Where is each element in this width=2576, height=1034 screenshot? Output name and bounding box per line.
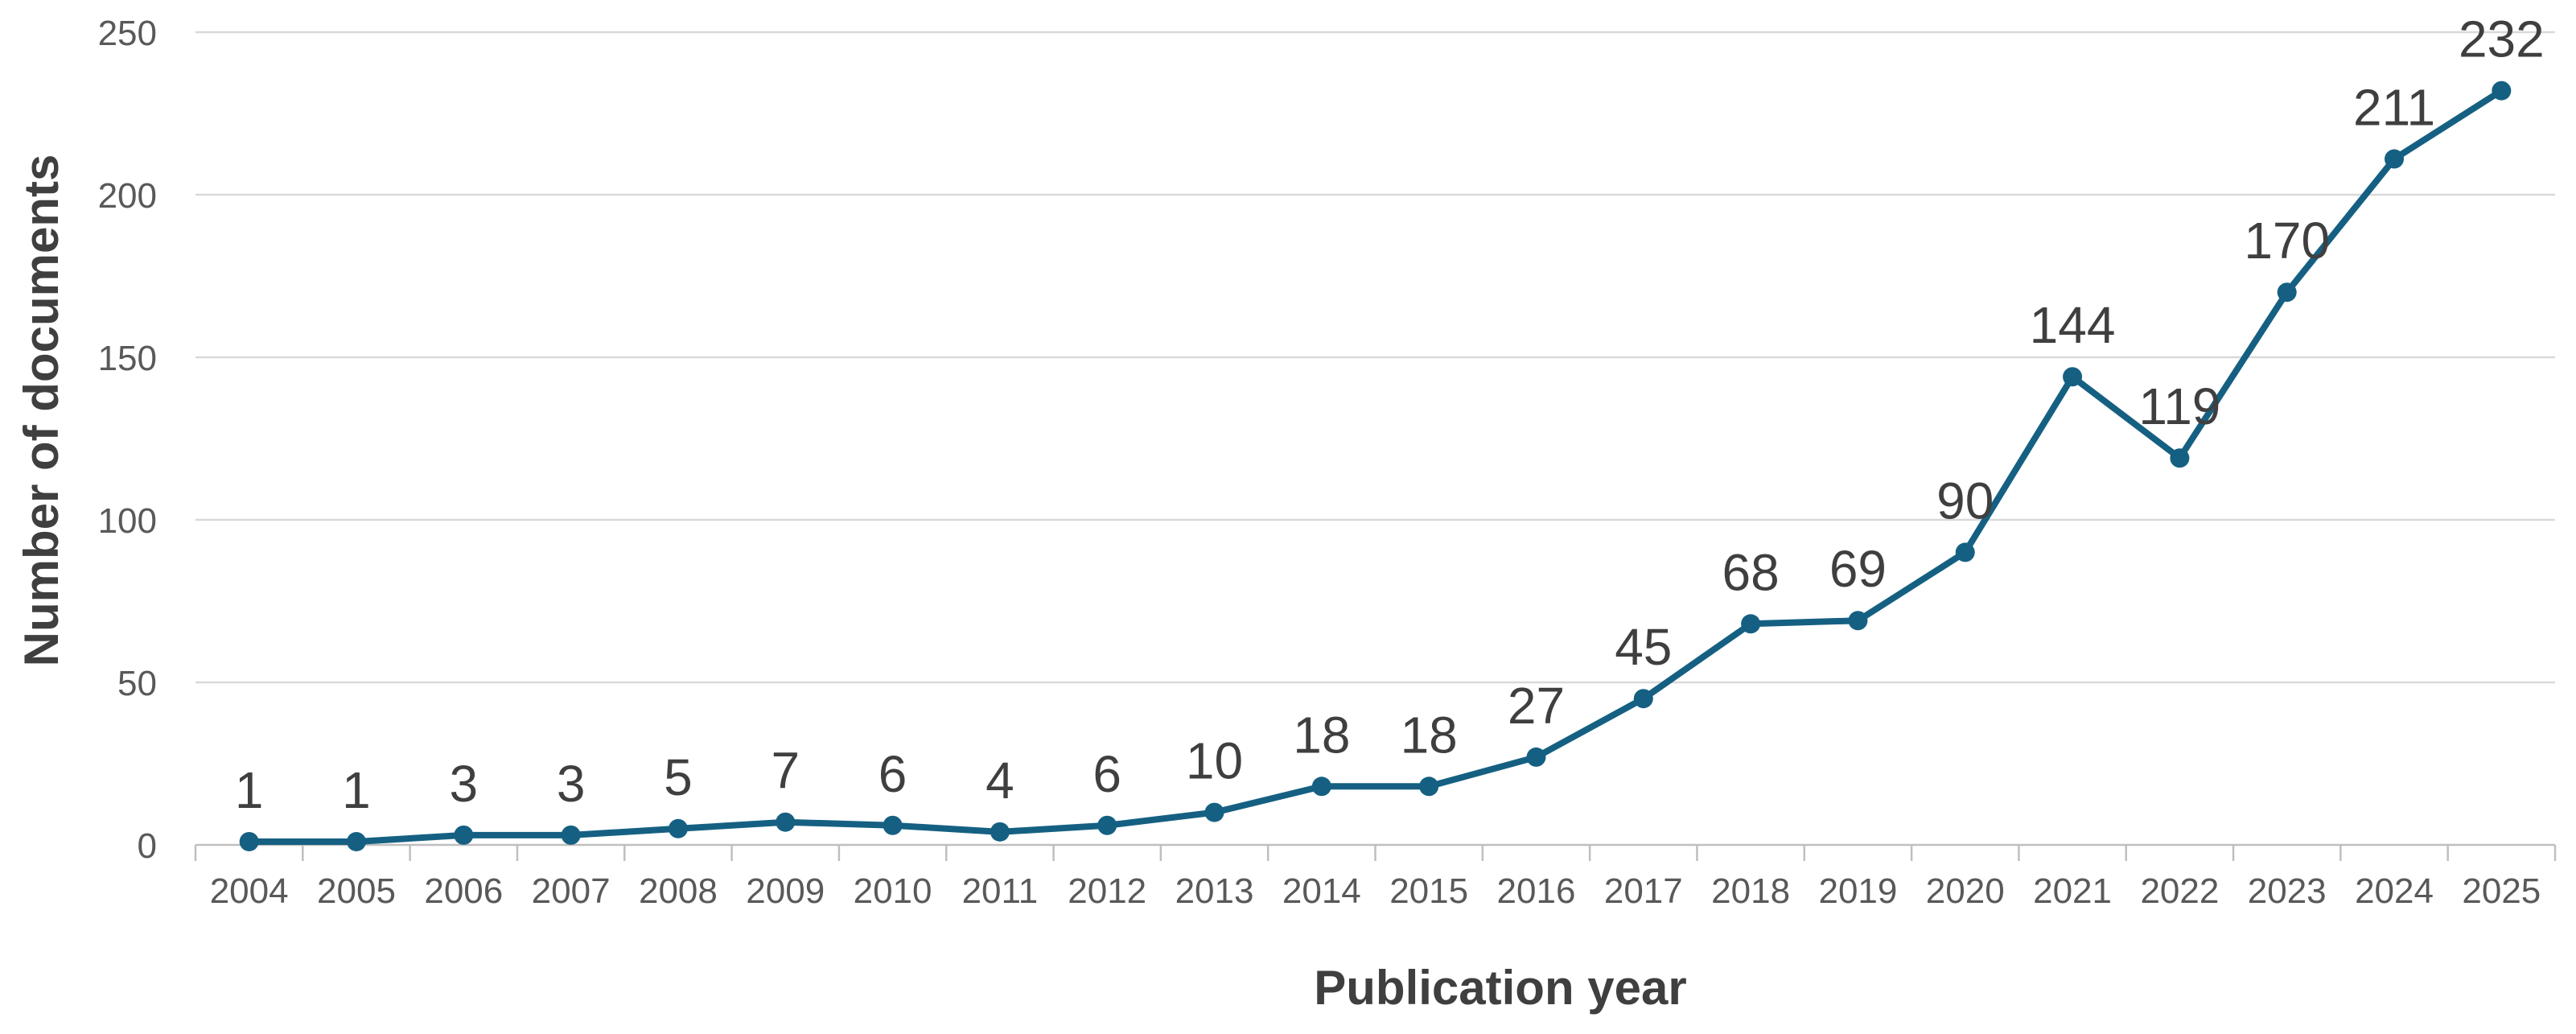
data-point-label: 211	[2353, 79, 2435, 137]
data-point-label: 6	[879, 745, 907, 803]
data-labels: 1 1 3 3 5 7 6 4 6 10 18 18 27 45 68 69 90 144 119 170 211 232	[235, 10, 2545, 819]
data-point-label: 6	[1093, 745, 1121, 803]
gridlines	[195, 31, 2555, 684]
data-point-marker	[2492, 80, 2512, 101]
data-point-marker	[1311, 777, 1331, 797]
data-point-label: 1	[342, 761, 371, 819]
data-point-marker	[346, 831, 366, 851]
x-tick-label: 2009	[746, 871, 825, 911]
y-tick-label: 150	[98, 339, 157, 378]
series-polyline	[245, 87, 2505, 845]
data-point-marker	[2170, 448, 2190, 468]
x-tick-label: 2021	[2033, 871, 2112, 911]
data-point-label: 18	[1293, 706, 1350, 764]
x-tick-label: 2010	[854, 871, 932, 911]
series-markers	[239, 80, 2512, 851]
x-tick-label: 2019	[1818, 871, 1897, 911]
data-point-label: 144	[2030, 296, 2116, 354]
data-point-marker	[2063, 367, 2083, 387]
x-tick-label: 2022	[2140, 871, 2219, 911]
data-point-marker	[1204, 802, 1224, 822]
data-point-marker	[1955, 542, 1975, 562]
data-point-marker	[1633, 689, 1653, 709]
data-point-marker	[1848, 611, 1868, 631]
x-tick-label: 2016	[1497, 871, 1576, 911]
x-tick-label: 2008	[639, 871, 718, 911]
data-point-label: 232	[2459, 10, 2545, 68]
data-point-label: 10	[1186, 732, 1243, 790]
x-tick-label: 2015	[1389, 871, 1468, 911]
x-tick-label: 2013	[1175, 871, 1254, 911]
x-tick-label: 2018	[1711, 871, 1790, 911]
data-point-marker	[776, 812, 796, 832]
x-tick-label: 2012	[1068, 871, 1146, 911]
data-point-marker	[239, 831, 259, 851]
x-axis-line-and-ticks	[194, 843, 2557, 861]
series-line	[245, 87, 2505, 845]
x-tick-label: 2007	[532, 871, 611, 911]
data-point-label: 90	[1936, 472, 1994, 529]
data-point-marker	[990, 822, 1010, 842]
x-tick-label: 2004	[210, 871, 289, 911]
data-point-marker	[1419, 777, 1439, 797]
y-axis-tick-labels: 0 50 100 150 200 250	[98, 14, 157, 866]
data-point-label: 7	[771, 742, 800, 800]
data-point-marker	[2277, 282, 2297, 303]
y-tick-label: 0	[138, 826, 157, 866]
x-tick-label: 2011	[962, 871, 1039, 911]
data-point-label: 119	[2138, 377, 2220, 435]
data-point-marker	[1526, 747, 1546, 767]
data-point-label: 1	[235, 761, 264, 819]
data-point-label: 18	[1401, 706, 1458, 764]
data-point-marker	[2385, 149, 2405, 169]
x-tick-label: 2006	[424, 871, 503, 911]
y-tick-label: 200	[98, 176, 157, 216]
x-axis-title: Publication year	[1314, 961, 1686, 1015]
data-point-label: 5	[664, 748, 693, 806]
data-point-label: 4	[986, 752, 1014, 809]
data-point-marker	[883, 815, 903, 835]
data-point-label: 3	[557, 755, 586, 813]
data-point-label: 68	[1722, 543, 1780, 601]
x-tick-label: 2017	[1604, 871, 1683, 911]
data-point-label: 3	[449, 755, 478, 813]
data-point-label: 45	[1615, 618, 1672, 676]
data-point-marker	[668, 818, 688, 838]
data-point-label: 69	[1829, 540, 1887, 598]
x-tick-label: 2023	[2248, 871, 2327, 911]
data-point-marker	[454, 825, 474, 845]
x-tick-label: 2024	[2355, 871, 2434, 911]
x-tick-label: 2014	[1282, 871, 1361, 911]
data-point-marker	[1097, 815, 1117, 835]
y-tick-label: 50	[117, 664, 157, 703]
x-tick-label: 2020	[1926, 871, 2005, 911]
y-tick-label: 250	[98, 14, 157, 53]
data-point-marker	[1741, 614, 1761, 634]
x-tick-label: 2005	[317, 871, 396, 911]
y-axis-title: Number of documents	[14, 154, 68, 667]
data-point-label: 27	[1508, 677, 1565, 735]
x-axis-tick-labels: 2004 2005 2006 2007 2008 2009 2010 2011 2012 2013…	[210, 871, 2541, 911]
data-point-label: 170	[2244, 212, 2330, 270]
data-point-marker	[561, 825, 581, 845]
y-tick-label: 100	[98, 501, 157, 541]
x-tick-label: 2025	[2462, 871, 2541, 911]
